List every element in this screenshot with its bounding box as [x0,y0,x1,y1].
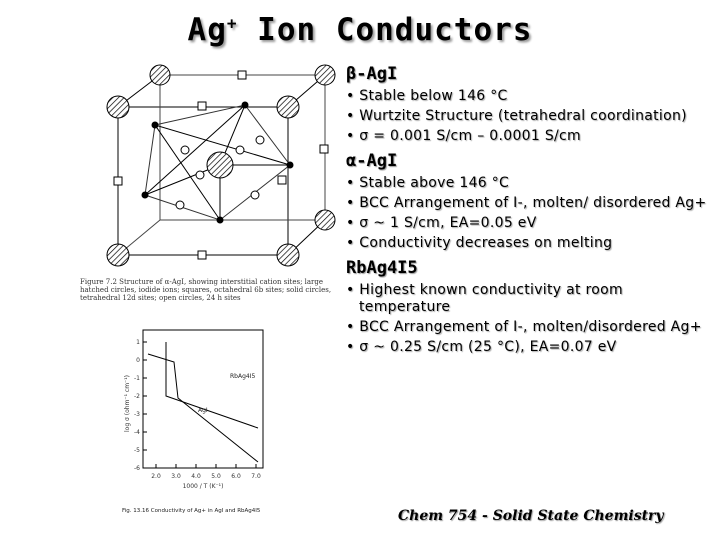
bullet: • Conductivity decreases on melting [346,235,613,251]
bullet: • Highest known conductivity at room tem… [346,282,623,315]
x-tick: 5.0 [211,473,221,480]
content-column: β-AgI • Stable below 146 °C • Wurtzite S… [346,62,716,359]
section-heading: RbAg4I5 [346,258,418,278]
slide-title: Ag+ Ion Conductors [187,12,533,48]
y-tick: -4 [134,429,140,436]
series-rbag4i5-line [165,342,259,429]
bullet: • Stable below 146 °C [346,88,508,104]
bullet: • σ = 0.001 S/cm – 0.0001 S/cm [346,128,581,144]
conductivity-plot: 1 0 -1 -2 -3 -4 -5 -6 2.0 3.0 4.0 5.0 6.… [122,329,264,514]
section-heading: β-AgI [346,64,398,84]
crystal-structure-figure [106,64,336,267]
y-tick: 0 [136,357,140,364]
bullet: • BCC Arrangement of I-, molten/disorder… [346,319,702,335]
y-tick: -3 [134,411,140,418]
bullet: • σ ~ 1 S/cm, EA=0.05 eV [346,215,537,231]
y-tick: -1 [134,375,140,382]
series-agi-line [147,353,259,463]
bullet: • σ ~ 0.25 S/cm (25 °C), EA=0.07 eV [346,339,617,355]
section-heading: α-AgI [346,151,398,171]
y-tick: -6 [134,465,140,472]
x-tick: 3.0 [171,473,181,480]
x-tick: 7.0 [251,473,261,480]
y-axis-label: log σ (ohm⁻¹ cm⁻¹) [124,375,131,432]
x-tick: 6.0 [231,473,241,480]
x-axis-label: 1000 / T (K⁻¹) [183,483,224,490]
y-tick: 1 [136,339,140,346]
x-tick: 2.0 [151,473,161,480]
y-tick: -5 [134,447,140,454]
bullet: • Stable above 146 °C [346,175,510,191]
bullet: • BCC Arrangement of I-, molten/ disorde… [346,195,707,211]
plot-caption: Fig. 13.16 Conductivity of Ag+ in AgI an… [122,508,261,514]
series-label-agi: AgI [198,407,208,414]
series-label-rbag4i5: RbAg4I5 [230,373,255,380]
crystal-figure-caption: Figure 7.2 Structure of α-AgI, showing i… [80,278,332,302]
x-tick: 4.0 [191,473,201,480]
y-tick: -2 [134,393,140,400]
bullet: • Wurtzite Structure (tetrahedral coordi… [346,108,687,124]
footer-course-label: Chem 754 - Solid State Chemistry [398,508,664,524]
